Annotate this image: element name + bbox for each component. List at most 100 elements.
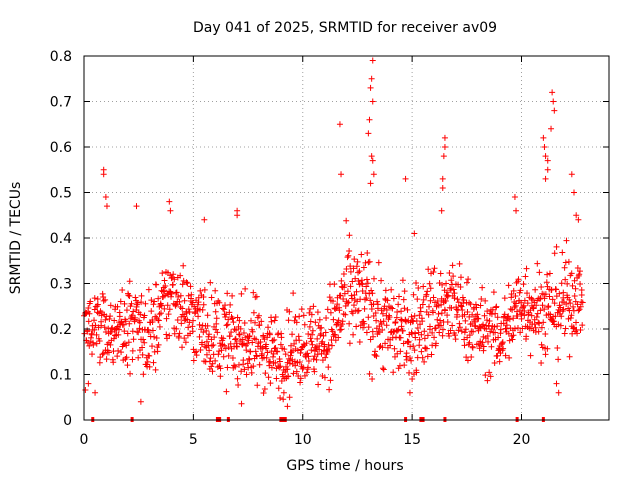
data-point: [150, 359, 157, 366]
data-point: [424, 332, 431, 339]
y-tick-label: 0.7: [50, 95, 72, 111]
data-point: [250, 309, 257, 316]
data-point: [356, 268, 363, 275]
data-point: [578, 298, 585, 305]
data-point: [335, 317, 342, 324]
data-point: [237, 325, 244, 332]
data-point: [296, 358, 303, 365]
data-point: [542, 330, 549, 337]
data-point: [249, 328, 256, 335]
data-point: [415, 285, 422, 292]
data-point: [347, 263, 354, 270]
data-point: [173, 289, 180, 296]
data-point: [482, 297, 489, 304]
data-point: [484, 333, 491, 340]
data-point: [128, 300, 135, 307]
data-point: [568, 312, 575, 319]
data-point: [324, 349, 331, 356]
data-point: [488, 343, 495, 350]
data-point: [530, 305, 537, 312]
data-point: [411, 347, 418, 354]
data-point: [328, 342, 335, 349]
data-point-outlier: [411, 230, 418, 237]
data-point: [205, 333, 212, 340]
data-point: [276, 364, 283, 371]
data-point: [245, 337, 252, 344]
data-point: [405, 338, 412, 345]
data-point: [267, 380, 274, 387]
data-point: [397, 348, 404, 355]
data-point: [200, 301, 207, 308]
data-point: [158, 310, 165, 317]
data-point-outlier: [102, 194, 109, 201]
data-point-outlier: [103, 203, 110, 210]
data-point: [250, 289, 257, 296]
data-point: [316, 316, 323, 323]
data-point: [250, 363, 257, 370]
data-point: [555, 356, 562, 363]
data-point: [114, 353, 121, 360]
data-point: [212, 287, 219, 294]
data-point: [280, 389, 287, 396]
data-point: [331, 281, 338, 288]
data-point: [425, 311, 432, 318]
data-point: [148, 297, 155, 304]
data-point: [235, 382, 242, 389]
data-point: [105, 349, 112, 356]
data-point: [416, 312, 423, 319]
data-point: [374, 298, 381, 305]
data-point: [185, 324, 192, 331]
data-point: [413, 369, 420, 376]
data-point: [521, 297, 528, 304]
data-point: [169, 281, 176, 288]
data-point: [100, 297, 107, 304]
x-tick-label: 10: [294, 432, 312, 448]
data-point: [278, 378, 285, 385]
data-point: [506, 354, 513, 361]
data-point: [502, 352, 509, 359]
data-point: [505, 282, 512, 289]
data-point: [318, 324, 325, 331]
data-point-outlier: [369, 57, 376, 64]
data-point: [249, 339, 256, 346]
data-point: [455, 327, 462, 334]
data-point: [367, 297, 374, 304]
data-point: [216, 299, 223, 306]
data-point: [552, 313, 559, 320]
data-point: [181, 297, 188, 304]
data-point: [395, 365, 402, 372]
data-point: [546, 270, 553, 277]
data-point-outlier: [553, 380, 560, 387]
data-point-outlier: [166, 198, 173, 205]
data-point: [336, 327, 343, 334]
data-point: [238, 290, 245, 297]
data-point: [469, 344, 476, 351]
data-point: [522, 273, 529, 280]
data-point: [437, 322, 444, 329]
data-point: [242, 285, 249, 292]
data-point: [257, 338, 264, 345]
data-point: [431, 334, 438, 341]
data-point: [336, 307, 343, 314]
data-point: [152, 366, 159, 373]
data-point: [399, 327, 406, 334]
data-point: [356, 338, 363, 345]
data-point: [341, 290, 348, 297]
data-point: [497, 326, 504, 333]
data-point: [383, 322, 390, 329]
data-point-outlier: [441, 144, 448, 150]
data-point: [379, 310, 386, 317]
data-point-outlier: [201, 216, 208, 223]
data-point: [345, 252, 352, 259]
data-point: [568, 270, 575, 277]
data-point: [365, 314, 372, 321]
data-point-outlier: [540, 134, 547, 141]
data-point: [398, 308, 405, 315]
data-point: [158, 287, 165, 294]
data-point: [327, 309, 334, 316]
data-point: [540, 319, 547, 326]
data-point: [300, 341, 307, 348]
data-point: [293, 319, 300, 326]
data-point: [364, 280, 371, 287]
data-point: [506, 316, 513, 323]
